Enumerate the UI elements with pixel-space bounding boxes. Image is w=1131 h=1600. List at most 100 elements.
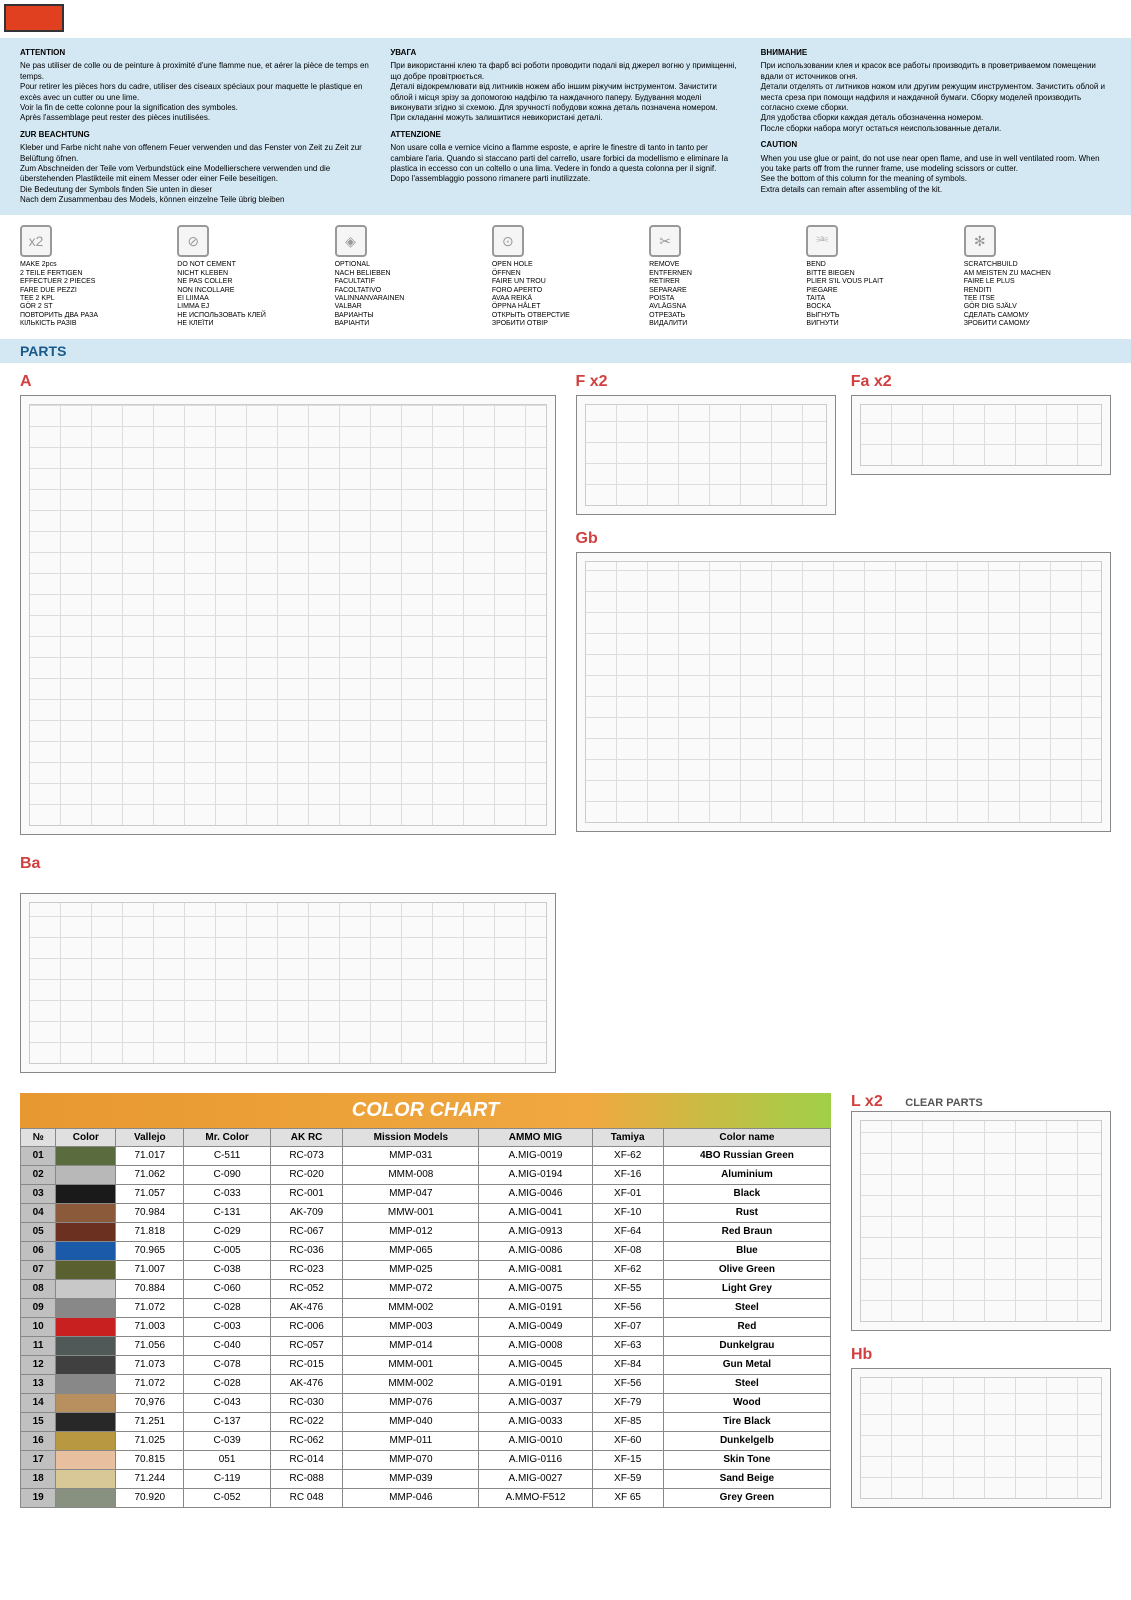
color-cell: Dunkelgrau [663, 1336, 830, 1355]
color-cell: Sand Beige [663, 1469, 830, 1488]
color-cell: 70.965 [116, 1241, 184, 1260]
color-cell [56, 1393, 116, 1412]
color-cell: 71.025 [116, 1431, 184, 1450]
color-cell [56, 1222, 116, 1241]
symbol-icon-5: ⎃ [806, 225, 838, 257]
color-row: 0771.007C-038RC-023MMP-025A.MIG-0081XF-6… [21, 1260, 831, 1279]
color-cell: 71.017 [116, 1146, 184, 1165]
color-cell: MMM-002 [343, 1298, 479, 1317]
color-cell: C-137 [184, 1412, 271, 1431]
color-cell: C-090 [184, 1165, 271, 1184]
color-cell: MMP-025 [343, 1260, 479, 1279]
warning-col-1: ATTENTION Ne pas utiliser de colle ou de… [20, 48, 370, 205]
color-cell: XF-10 [592, 1203, 663, 1222]
beachtung-text: Kleber und Farbe nicht nahe von offenem … [20, 143, 370, 205]
sprue-ba-diagram [20, 893, 556, 1073]
color-cell: 12 [21, 1355, 56, 1374]
color-cell: Grey Green [663, 1488, 830, 1507]
warning-col-2: УВАГА При використанні клею та фарб всі … [390, 48, 740, 205]
color-cell: AK-476 [270, 1298, 342, 1317]
color-row: 0571.818C-029RC-067MMP-012A.MIG-0913XF-6… [21, 1222, 831, 1241]
color-cell: 71.003 [116, 1317, 184, 1336]
color-cell: Gun Metal [663, 1355, 830, 1374]
color-cell: 03 [21, 1184, 56, 1203]
color-chart-container: COLOR CHART №ColorVallejoMr. ColorAK RCM… [20, 1093, 831, 1508]
color-row: 1371.072C-028AK-476MMM-002A.MIG-0191XF-5… [21, 1374, 831, 1393]
color-header-1: Color [56, 1128, 116, 1146]
color-cell [56, 1146, 116, 1165]
color-cell: XF-85 [592, 1412, 663, 1431]
color-cell: C-038 [184, 1260, 271, 1279]
color-cell: MMP-076 [343, 1393, 479, 1412]
sprue-a-label: A [20, 373, 556, 391]
color-cell: XF-62 [592, 1260, 663, 1279]
color-cell: A.MIG-0191 [479, 1298, 592, 1317]
color-cell: RC-030 [270, 1393, 342, 1412]
color-cell: 05 [21, 1222, 56, 1241]
color-cell: RC-057 [270, 1336, 342, 1355]
color-cell: Blue [663, 1241, 830, 1260]
color-header-5: Mission Models [343, 1128, 479, 1146]
color-row: 1871.244C-119RC-088MMP-039A.MIG-0027XF-5… [21, 1469, 831, 1488]
color-cell: XF-60 [592, 1431, 663, 1450]
sprue-gb-label: Gb [576, 530, 1112, 548]
color-cell: RC-067 [270, 1222, 342, 1241]
color-cell: C-043 [184, 1393, 271, 1412]
color-row: 1970.920C-052RC 048MMP-046A.MMO-F512XF 6… [21, 1488, 831, 1507]
uvaga-heading: УВАГА [390, 48, 740, 58]
color-cell [56, 1488, 116, 1507]
color-cell: MMP-072 [343, 1279, 479, 1298]
color-cell: A.MIG-0027 [479, 1469, 592, 1488]
color-cell [56, 1203, 116, 1222]
color-cell: 04 [21, 1203, 56, 1222]
color-header-6: AMMO MIG [479, 1128, 592, 1146]
color-cell: A.MIG-0019 [479, 1146, 592, 1165]
warnings-panel: ATTENTION Ne pas utiliser de colle ou de… [0, 38, 1131, 215]
color-cell: 71.818 [116, 1222, 184, 1241]
color-cell: 70.984 [116, 1203, 184, 1222]
caution-text: When you use glue or paint, do not use n… [761, 154, 1111, 196]
color-swatch [56, 1242, 115, 1260]
color-cell: 71.057 [116, 1184, 184, 1203]
bottom-section: COLOR CHART №ColorVallejoMr. ColorAK RCM… [0, 1083, 1131, 1518]
color-cell: 71.072 [116, 1374, 184, 1393]
color-cell [56, 1469, 116, 1488]
brand-logo [4, 4, 64, 32]
color-row: 1770.815051RC-014MMP-070A.MIG-0116XF-15S… [21, 1450, 831, 1469]
symbol-text-0: MAKE 2pcs 2 TEILE FERTIGEN EFFECTUER 2 P… [20, 261, 167, 328]
color-cell: XF-64 [592, 1222, 663, 1241]
color-cell: A.MIG-0046 [479, 1184, 592, 1203]
color-row: 1271.073C-078RC-015MMM-001A.MIG-0045XF-8… [21, 1355, 831, 1374]
color-cell: A.MIG-0191 [479, 1374, 592, 1393]
color-cell: 11 [21, 1336, 56, 1355]
color-row: 0171.017C-511RC-073MMP-031A.MIG-0019XF-6… [21, 1146, 831, 1165]
symbol-icon-0: x2 [20, 225, 52, 257]
color-header-4: AK RC [270, 1128, 342, 1146]
color-cell: 15 [21, 1412, 56, 1431]
symbols-legend: x2 MAKE 2pcs 2 TEILE FERTIGEN EFFECTUER 2… [0, 215, 1131, 338]
attenzione-heading: ATTENZIONE [390, 130, 740, 140]
color-cell: 70,976 [116, 1393, 184, 1412]
color-row: 1470,976C-043RC-030MMP-076A.MIG-0037XF-7… [21, 1393, 831, 1412]
color-cell: MMP-046 [343, 1488, 479, 1507]
color-cell: MMM-008 [343, 1165, 479, 1184]
color-swatch [56, 1375, 115, 1393]
color-cell: MMW-001 [343, 1203, 479, 1222]
color-cell: A.MIG-0194 [479, 1165, 592, 1184]
color-cell: RC-062 [270, 1431, 342, 1450]
color-cell: C-060 [184, 1279, 271, 1298]
color-cell: A.MIG-0008 [479, 1336, 592, 1355]
color-cell: RC-022 [270, 1412, 342, 1431]
color-cell: Light Grey [663, 1279, 830, 1298]
symbol-col-4: ✂REMOVE ENTFERNEN RETIRER SEPARARE POIST… [649, 225, 796, 328]
color-cell: MMM-001 [343, 1355, 479, 1374]
parts-grid: A Ba F x2 Fa x2 Gb [0, 363, 1131, 1083]
color-cell: A.MIG-0116 [479, 1450, 592, 1469]
color-cell: C-078 [184, 1355, 271, 1374]
color-cell: RC 048 [270, 1488, 342, 1507]
parts-header: PARTS [0, 339, 1131, 363]
color-cell: AK-476 [270, 1374, 342, 1393]
color-cell [56, 1412, 116, 1431]
color-cell: RC-006 [270, 1317, 342, 1336]
symbol-col-3: ⊙OPEN HOLE ÖFFNEN FAIRE UN TROU FORO APE… [492, 225, 639, 328]
